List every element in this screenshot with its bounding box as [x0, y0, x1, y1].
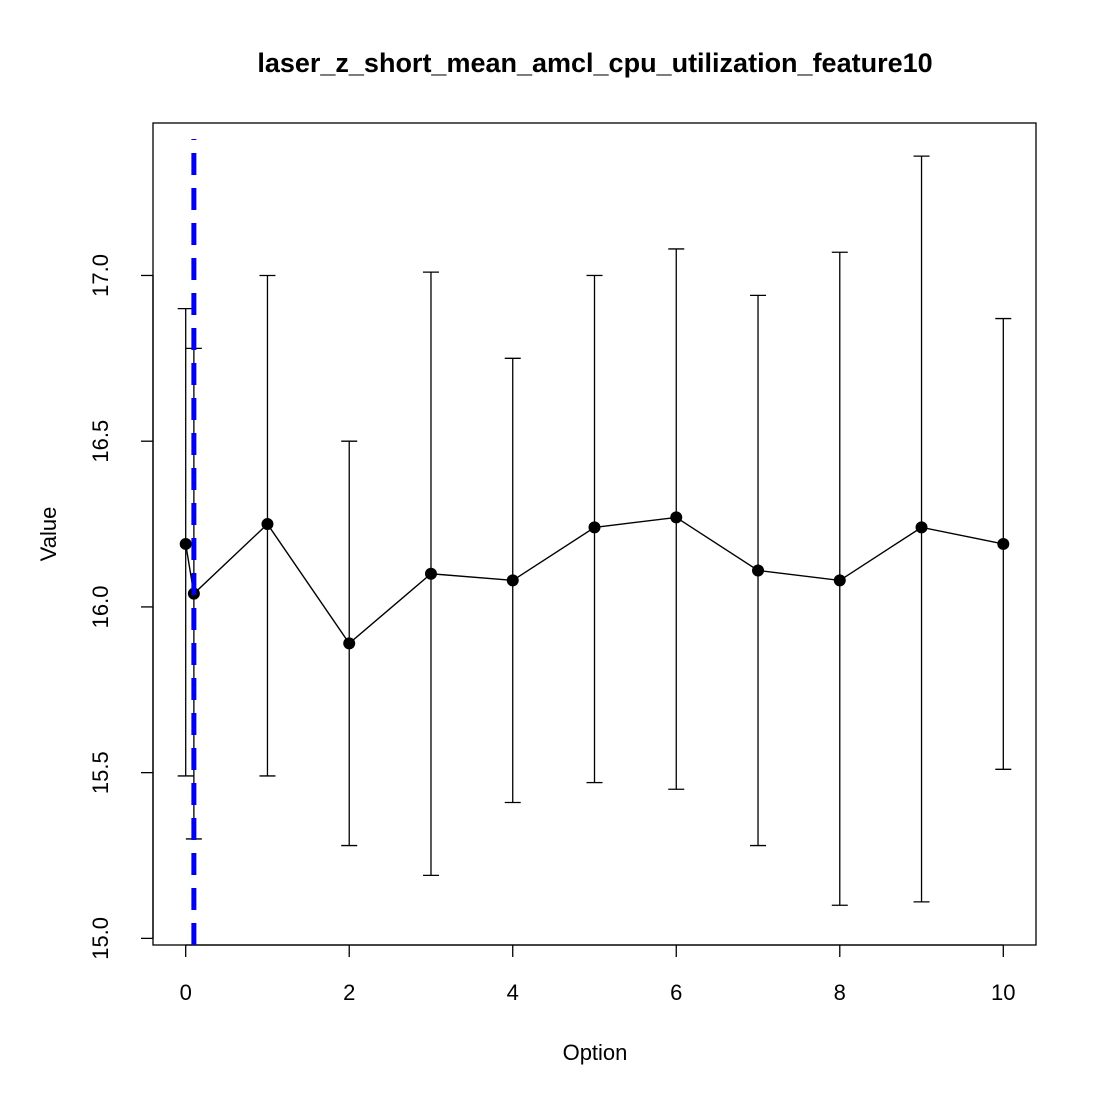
y-tick-label: 16.5 [88, 420, 113, 463]
y-axis-label: Value [36, 507, 61, 562]
data-point [833, 574, 846, 587]
x-tick-label: 4 [507, 980, 519, 1005]
y-tick-label: 15.0 [88, 917, 113, 960]
series-line [185, 516, 1004, 645]
x-tick-label: 2 [343, 980, 355, 1005]
data-point [752, 564, 765, 577]
x-tick-label: 8 [834, 980, 846, 1005]
data-point [506, 574, 519, 587]
x-tick-label: 10 [991, 980, 1015, 1005]
data-point [997, 537, 1010, 550]
chart-title: laser_z_short_mean_amcl_cpu_utilization_… [257, 48, 932, 78]
data-point [179, 537, 192, 550]
data-points [179, 511, 1010, 650]
x-axis: 0 2 4 6 8 10 [180, 944, 1016, 1005]
data-point [915, 521, 928, 534]
x-axis-label: Option [563, 1040, 628, 1065]
x-tick-label: 0 [180, 980, 192, 1005]
data-point [670, 511, 683, 524]
data-point [588, 521, 601, 534]
data-point [424, 567, 437, 580]
series-polyline [185, 516, 1004, 645]
y-axis: 15.0 15.5 16.0 16.5 17.0 [88, 254, 154, 960]
data-point [343, 637, 356, 650]
y-tick-label: 16.0 [88, 586, 113, 629]
x-tick-label: 6 [670, 980, 682, 1005]
y-tick-label: 17.0 [88, 254, 113, 297]
data-point [261, 518, 274, 531]
y-tick-label: 15.5 [88, 751, 113, 794]
